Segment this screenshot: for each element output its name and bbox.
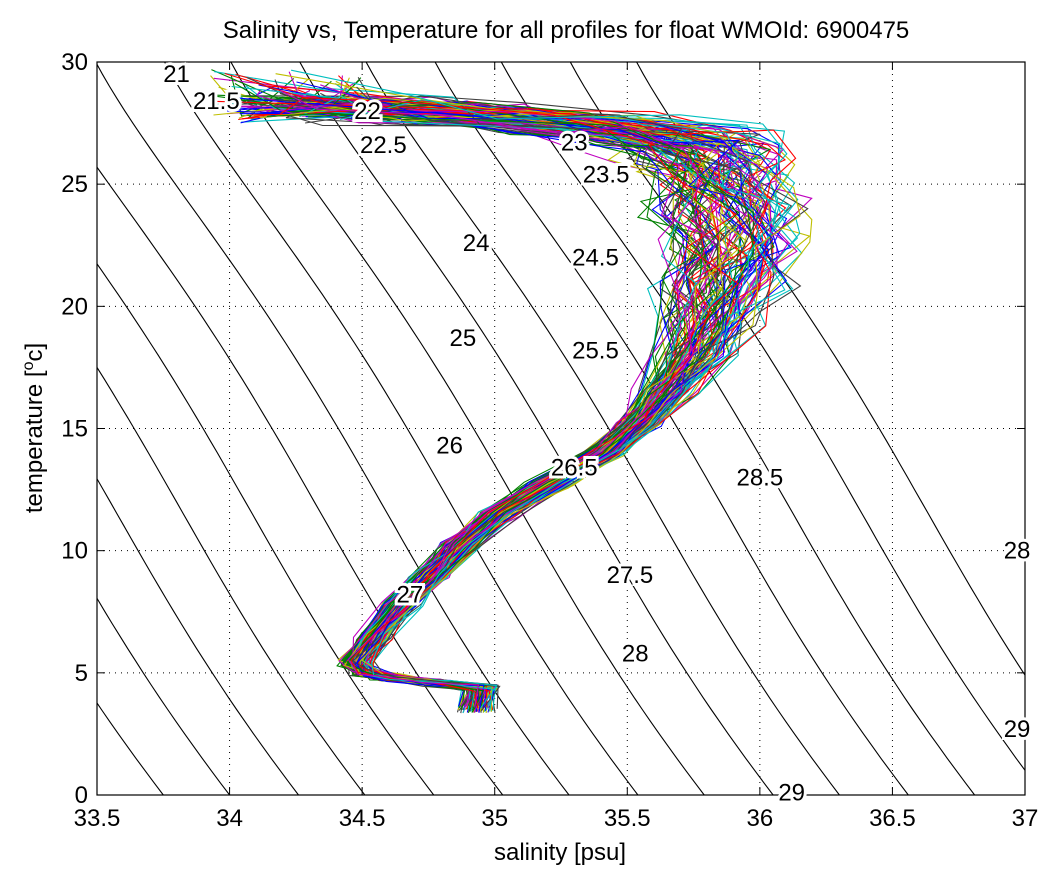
x-tick-label: 36 [747, 805, 774, 832]
profile-line [229, 86, 705, 711]
isopycnal-label: 27 [397, 582, 424, 609]
x-tick-label: 37 [1012, 805, 1039, 832]
profile-line [240, 107, 788, 708]
profile-line [235, 98, 692, 713]
y-axis-label: temperature [oc] [20, 343, 48, 513]
isopycnal-line [434, 62, 909, 795]
plot-frame [96, 61, 1026, 796]
profile-line [242, 107, 787, 708]
profile-line [351, 86, 766, 706]
x-axis-label: salinity [psu] [494, 839, 626, 866]
isopycnal-label: 28 [622, 640, 649, 667]
profile-line [279, 90, 703, 708]
isopycnal-label: 24.5 [572, 244, 619, 271]
y-tick-label: 0 [75, 782, 88, 809]
profile-line [275, 73, 801, 712]
profile-line [259, 107, 748, 710]
profile-line [295, 94, 774, 712]
isopycnal-line [97, 262, 435, 795]
x-tick-label: 34.5 [339, 805, 386, 832]
isopycnal-line [365, 62, 841, 795]
axes: 33.5 34 34.5 35 35.5 36 36.5 37 0 5 10 15 20 25 30 2121… [61, 49, 1038, 832]
isopycnal-line [299, 62, 774, 795]
isopycnal-line [97, 366, 366, 795]
y-axis-label-end: c] [21, 343, 48, 362]
isopycnal-label: 22 [354, 98, 381, 125]
profile-line [266, 112, 755, 713]
profile-line [290, 69, 788, 712]
isopycnal-label: 22.5 [360, 132, 407, 159]
profile-line [213, 100, 797, 710]
profile-line [279, 97, 739, 709]
x-tick-label: 35.5 [604, 805, 651, 832]
isopycnal-label: 25.5 [572, 337, 619, 364]
isopycnal-line [0, 38, 113, 820]
isopycnal-label: 26.5 [551, 455, 598, 482]
chart-title: Salinity vs, Temperature for all profile… [223, 17, 910, 44]
isopycnal-label: 25 [450, 325, 477, 352]
profile-line [296, 81, 770, 712]
isopycnal-line [97, 597, 231, 795]
profile-line [227, 93, 702, 712]
x-tick-label: 35 [481, 805, 508, 832]
isopycnal-line [500, 62, 976, 795]
isopycnal-label: 23 [561, 130, 588, 157]
y-tick-label: 25 [61, 171, 88, 198]
isopycnal-label: 26 [436, 433, 463, 460]
y-axis-label-sup: o [20, 361, 37, 370]
isopycnal-line [97, 477, 300, 795]
isopycnal-edge-label: 28 [1004, 538, 1031, 565]
isopycnal-label: 29 [778, 780, 805, 807]
isopycnal-line [163, 62, 639, 795]
profile-lines [204, 69, 813, 714]
isopycnal-label: 23.5 [583, 161, 630, 188]
x-tick-label: 36.5 [869, 805, 916, 832]
x-tick-label: 34 [216, 805, 243, 832]
isopycnal-line [230, 62, 705, 795]
profile-line [262, 78, 701, 712]
isopycnal-label: 21 [163, 61, 190, 88]
x-tick-label: 33.5 [74, 805, 121, 832]
isopycnal-label: 24 [463, 230, 490, 257]
y-tick-label: 15 [61, 416, 88, 443]
y-tick-label: 10 [61, 538, 88, 565]
isopycnal-line [97, 63, 570, 795]
y-tick-label: 20 [61, 293, 88, 320]
isopycnal-edge-label: 29 [1004, 716, 1031, 743]
y-tick-label: 5 [75, 660, 88, 687]
y-axis-label-main: temperature [ [21, 370, 48, 513]
isopycnal-label: 21.5 [193, 88, 240, 115]
y-tick-label: 30 [61, 49, 88, 76]
isopycnal-label: 27.5 [607, 562, 654, 589]
isopycnal-label: 28.5 [736, 464, 783, 491]
profile-line [230, 97, 774, 713]
